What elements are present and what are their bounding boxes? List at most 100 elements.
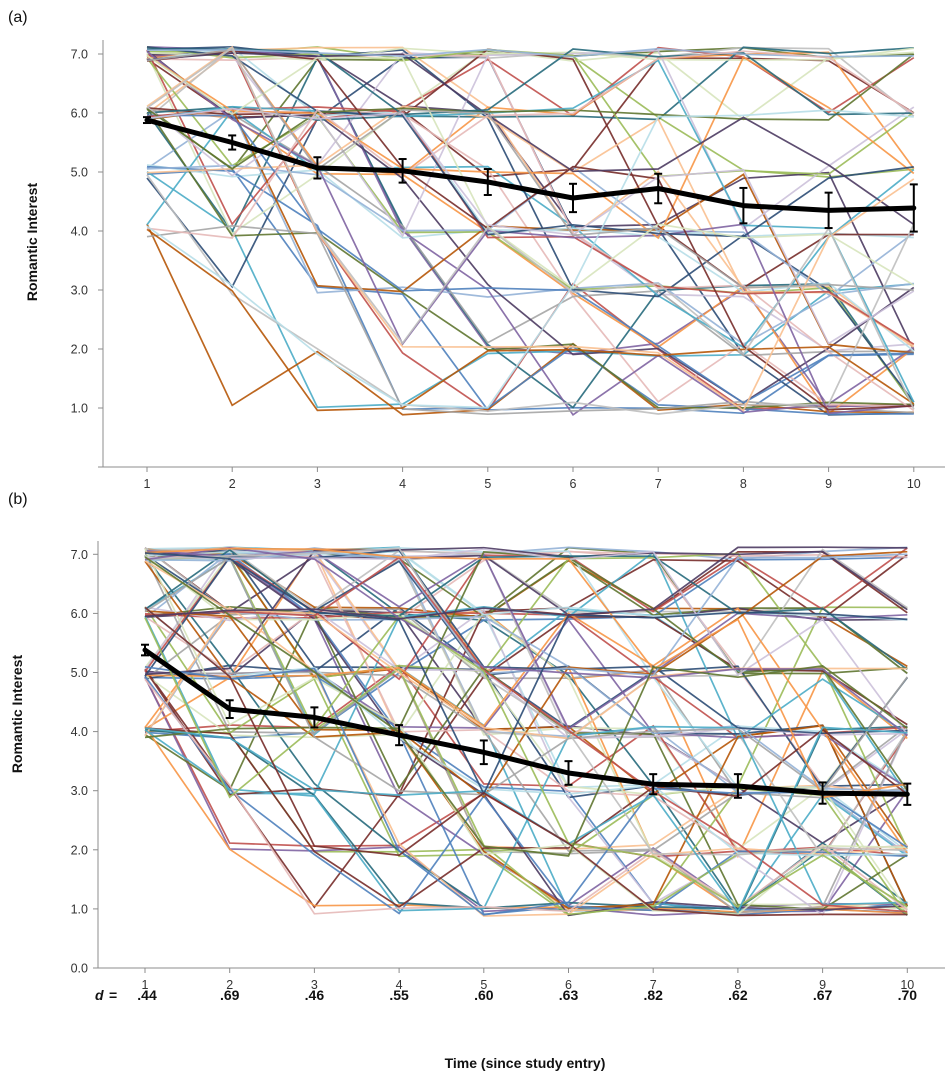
b-y-tick-label: 7.0 bbox=[71, 548, 88, 562]
panel-a-y-axis-label: Romantic Interest bbox=[24, 183, 40, 302]
a-mean-line bbox=[144, 117, 917, 213]
a-x-tick-label: 7 bbox=[655, 477, 662, 491]
a-subject-line bbox=[146, 49, 914, 291]
panel-b-mean-series bbox=[141, 643, 912, 806]
b-y-tick-label: 5.0 bbox=[71, 666, 88, 680]
b-subject-line bbox=[144, 606, 908, 917]
b-y-tick-label: 6.0 bbox=[71, 607, 88, 621]
effect-size-value: .62 bbox=[728, 987, 748, 1003]
a-y-tick-label: 7.0 bbox=[71, 48, 88, 62]
b-y-tick-label: 1.0 bbox=[71, 902, 88, 916]
a-subject-line bbox=[146, 51, 915, 352]
effect-size-value: .55 bbox=[389, 987, 409, 1003]
b-subject-line bbox=[144, 546, 908, 792]
a-subject-line bbox=[146, 49, 914, 235]
b-mean-line bbox=[142, 647, 910, 797]
effect-size-equals: = bbox=[109, 987, 117, 1003]
b-subject-line bbox=[144, 556, 908, 913]
a-subject-line bbox=[146, 50, 914, 415]
a-x-tick-label: 10 bbox=[907, 477, 921, 491]
effect-size-value: .67 bbox=[813, 987, 833, 1003]
b-x-tick-label: 10 bbox=[900, 978, 914, 992]
b-subject-line bbox=[144, 548, 908, 671]
panel-a-label: (a) bbox=[8, 9, 28, 26]
a-x-tick-label: 6 bbox=[570, 477, 577, 491]
x-axis-title: Time (since study entry) bbox=[445, 1055, 606, 1071]
b-x-tick-label: 6 bbox=[565, 978, 572, 992]
effect-size-value: .69 bbox=[220, 987, 240, 1003]
b-x-tick-label: 1 bbox=[142, 978, 149, 992]
b-subject-line bbox=[144, 552, 909, 850]
a-subject-line bbox=[146, 107, 914, 354]
a-subject-line bbox=[146, 54, 915, 240]
a-subject-line bbox=[146, 50, 915, 404]
b-subject-line bbox=[144, 556, 908, 796]
a-subject-line bbox=[146, 46, 915, 416]
b-subject-line bbox=[144, 547, 908, 799]
a-x-tick-label: 2 bbox=[229, 477, 236, 491]
a-x-tick-label: 8 bbox=[740, 477, 747, 491]
a-subject-line bbox=[146, 174, 915, 415]
b-x-tick-label: 8 bbox=[734, 978, 741, 992]
panel-a-x-tick-labels: 1 2 3 4 5 6 7 8 9 10 bbox=[144, 477, 921, 491]
a-subject-line bbox=[146, 46, 915, 410]
a-x-tick-label: 9 bbox=[825, 477, 832, 491]
a-y-tick-label: 2.0 bbox=[71, 343, 88, 357]
panel-b-effect-sizes: d = .44 .69 .46 .55 .60 .63 .82 .62 .67 .70 bbox=[95, 987, 917, 1003]
a-subject-line bbox=[146, 48, 914, 116]
effect-size-value: .82 bbox=[643, 987, 663, 1003]
a-x-tick-label: 4 bbox=[399, 477, 406, 491]
panel-a-individual-lines bbox=[146, 45, 915, 416]
effect-size-value: .60 bbox=[474, 987, 494, 1003]
effect-size-value: .44 bbox=[137, 987, 157, 1003]
b-subject-line bbox=[144, 665, 908, 916]
panel-a-axes bbox=[98, 40, 945, 472]
b-subject-line bbox=[144, 556, 908, 857]
b-subject-line bbox=[144, 552, 908, 796]
a-subject-line bbox=[146, 54, 915, 290]
b-subject-line bbox=[144, 546, 908, 620]
a-subject-line bbox=[146, 228, 915, 412]
panel-b-individual-lines bbox=[144, 546, 909, 917]
a-subject-line bbox=[146, 47, 914, 58]
b-subject-line bbox=[144, 546, 908, 737]
panel-b: (b) Romantic Interest 0.0 1.0 2.0 3.0 4.0 5.0… bbox=[8, 491, 945, 1071]
a-subject-line bbox=[146, 107, 915, 345]
effect-size-value: .46 bbox=[305, 987, 325, 1003]
b-y-tick-label: 0.0 bbox=[71, 962, 88, 976]
a-x-tick-label: 3 bbox=[314, 477, 321, 491]
a-subject-line bbox=[146, 49, 915, 238]
panel-b-axes bbox=[93, 541, 945, 973]
b-subject-line bbox=[144, 607, 908, 857]
effect-size-symbol: d bbox=[95, 987, 104, 1003]
panel-b-x-tick-labels: 1 2 3 4 5 6 7 8 9 10 bbox=[142, 978, 915, 992]
b-subject-line bbox=[144, 549, 908, 917]
b-subject-line bbox=[144, 553, 908, 909]
b-x-tick-label: 3 bbox=[311, 978, 318, 992]
b-x-tick-label: 9 bbox=[819, 978, 826, 992]
a-y-tick-label: 1.0 bbox=[71, 402, 88, 416]
a-x-tick-label: 5 bbox=[484, 477, 491, 491]
b-x-tick-label: 2 bbox=[226, 978, 233, 992]
a-x-tick-label: 1 bbox=[144, 477, 151, 491]
b-x-tick-label: 5 bbox=[480, 978, 487, 992]
a-subject-line bbox=[146, 52, 915, 226]
a-y-tick-label: 3.0 bbox=[71, 284, 88, 298]
a-y-tick-label: 4.0 bbox=[71, 225, 88, 239]
effect-size-value: .70 bbox=[898, 987, 918, 1003]
a-subject-line bbox=[146, 50, 915, 239]
b-x-tick-label: 7 bbox=[650, 978, 657, 992]
b-x-tick-label: 4 bbox=[396, 978, 403, 992]
b-y-tick-label: 4.0 bbox=[71, 725, 88, 739]
panel-a: (a) Romantic Interest 1.0 2.0 3.0 4.0 5.0 6.0… bbox=[8, 9, 945, 491]
panel-b-y-tick-labels: 0.0 1.0 2.0 3.0 4.0 5.0 6.0 7.0 bbox=[71, 548, 88, 976]
panel-b-label: (b) bbox=[8, 491, 28, 508]
b-subject-line bbox=[144, 551, 908, 677]
a-y-tick-label: 5.0 bbox=[71, 166, 88, 180]
effect-size-value: .63 bbox=[559, 987, 579, 1003]
a-y-tick-label: 6.0 bbox=[71, 107, 88, 121]
panel-a-mean-series bbox=[143, 116, 918, 233]
b-subject-line bbox=[144, 548, 908, 736]
